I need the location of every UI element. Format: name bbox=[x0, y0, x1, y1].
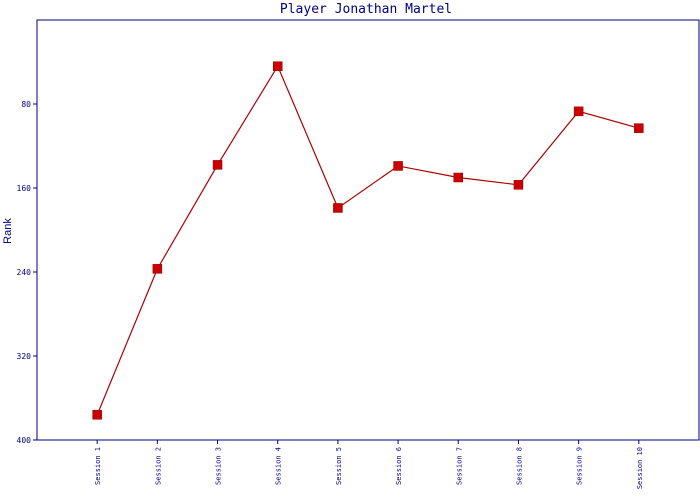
y-axis-ticks: 80 160 240 320 400 bbox=[17, 100, 37, 445]
data-point-marker bbox=[92, 410, 102, 420]
series-line bbox=[96, 64, 639, 416]
chart-title: Player Jonathan Martel bbox=[280, 2, 452, 17]
y-tick-label: 400 bbox=[17, 436, 32, 445]
y-axis-label: Rank bbox=[2, 218, 14, 244]
x-tick-label: Session 9 bbox=[576, 447, 584, 485]
data-point-marker bbox=[513, 180, 524, 190]
data-point-marker bbox=[152, 264, 163, 274]
data-point-marker bbox=[634, 123, 644, 133]
data-point-marker bbox=[333, 203, 343, 213]
x-tick-label: Session 6 bbox=[395, 447, 403, 485]
x-tick-label: Session 8 bbox=[515, 447, 523, 485]
y-tick-label: 320 bbox=[17, 352, 32, 361]
data-point-marker bbox=[453, 172, 464, 183]
y-tick-label: 240 bbox=[17, 268, 32, 277]
x-axis-ticks: Session 1 Session 2 Session 3 Session 4 Sess… bbox=[94, 440, 644, 489]
x-tick-label: Session 3 bbox=[215, 447, 223, 485]
y-tick-label: 80 bbox=[21, 100, 31, 109]
data-point-marker bbox=[573, 106, 584, 117]
x-tick-label: Session 7 bbox=[455, 447, 463, 485]
plot-area-frame bbox=[36, 19, 700, 441]
x-tick-label: Session 1 bbox=[94, 447, 102, 485]
data-point-marker bbox=[272, 61, 283, 71]
series-layer bbox=[92, 61, 644, 420]
data-point-marker bbox=[393, 161, 403, 171]
data-point-marker bbox=[212, 160, 223, 170]
x-tick-label: Session 5 bbox=[335, 447, 343, 485]
y-tick-label: 160 bbox=[17, 184, 32, 193]
x-tick-label: Session 2 bbox=[154, 447, 162, 485]
x-tick-label: Session 10 bbox=[636, 447, 644, 489]
x-tick-label: Session 4 bbox=[275, 447, 283, 485]
